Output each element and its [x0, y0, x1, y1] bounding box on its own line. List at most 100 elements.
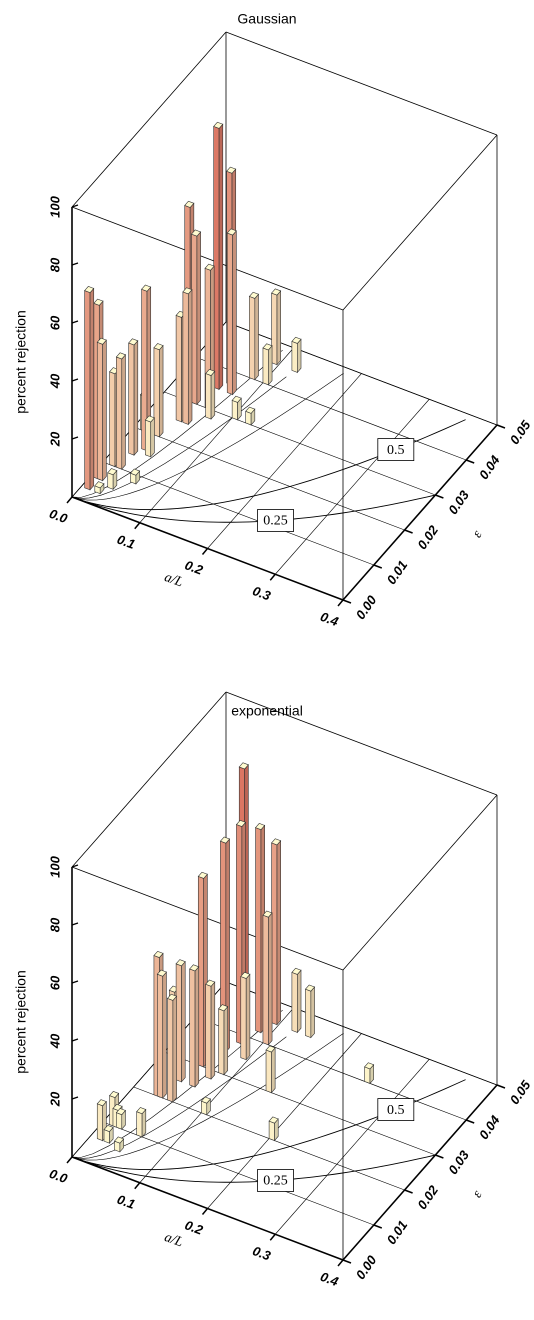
bar-top [200, 1096, 211, 1104]
bar [96, 337, 107, 482]
bar-front [136, 1111, 143, 1138]
x-tick-label: 0.0 [47, 1166, 70, 1187]
tick-mark [66, 496, 73, 504]
bar-side [276, 290, 281, 366]
bar-front [291, 971, 298, 1033]
z-tick-label: 100 [47, 855, 62, 877]
x-tick-label: 0.0 [47, 506, 70, 527]
box-edge [225, 31, 498, 136]
bar [130, 468, 141, 485]
y-tick-label: 0.01 [384, 1218, 411, 1247]
bar-top [128, 338, 139, 346]
bar-top [304, 984, 316, 992]
tick-mark [337, 599, 344, 607]
bar-top [271, 288, 282, 296]
bar-top [96, 337, 107, 345]
bar-top [238, 762, 249, 770]
bar-side [187, 288, 193, 426]
y-axis-label: ε [470, 1188, 486, 1201]
bar [156, 969, 167, 1099]
bar [218, 1004, 229, 1076]
x-axis-label: a/L [162, 570, 185, 591]
tick-mark [404, 1189, 413, 1194]
bar-side [159, 344, 164, 438]
tick-mark [71, 320, 79, 324]
bar [136, 1107, 147, 1138]
bar [268, 1116, 279, 1142]
tick-mark [201, 548, 209, 555]
y-tick-label: 0.03 [445, 487, 472, 517]
tick-mark [496, 424, 506, 429]
bar-side [141, 1108, 147, 1138]
y-tick-label: 0.00 [353, 592, 380, 622]
grid-line [102, 461, 374, 566]
bar [271, 288, 282, 366]
grid-line [102, 1121, 374, 1226]
tick-mark [269, 573, 276, 581]
z-axis-label: percent rejection [13, 970, 29, 1074]
tick-mark [342, 599, 352, 604]
y-tick-label: 0.04 [476, 1112, 503, 1142]
bar-side [210, 370, 216, 420]
contour-curve [71, 494, 436, 523]
bar-side [254, 293, 259, 381]
box-edge [71, 691, 227, 868]
bar-front [262, 347, 269, 386]
tick-mark [71, 1096, 79, 1100]
bar-top [144, 415, 155, 423]
bar-front [175, 963, 182, 1083]
bar-front [153, 347, 160, 438]
tick-mark [342, 1259, 352, 1264]
bar-top [240, 971, 251, 979]
bar [213, 121, 224, 391]
grid-line [207, 373, 362, 549]
bar [245, 406, 256, 426]
bar-front [189, 968, 196, 1088]
bar-side [102, 339, 107, 482]
bar-front [262, 914, 269, 1046]
z-tick-label: 60 [47, 315, 62, 330]
bar-front [364, 1066, 371, 1084]
z-tick-label: 20 [47, 1091, 62, 1107]
bar [271, 838, 282, 1026]
bar-top [226, 228, 237, 236]
bar-top [213, 121, 224, 129]
bar-top [197, 871, 208, 879]
bar [364, 1062, 375, 1085]
bar-side [210, 981, 216, 1080]
tick-mark [71, 922, 79, 926]
bar-front [116, 1112, 123, 1130]
bar-front [255, 827, 262, 1034]
bar-front [191, 233, 198, 405]
bar-front [167, 997, 174, 1103]
bar [304, 984, 316, 1039]
bar-top [226, 166, 237, 174]
tick-mark [66, 1156, 73, 1164]
bar-side [245, 973, 251, 1061]
bar-side [121, 354, 126, 471]
contour-label-box [257, 1169, 294, 1192]
bar-top [103, 1124, 114, 1132]
bar-top [255, 823, 266, 831]
bar-side [271, 1047, 276, 1094]
bar [219, 836, 231, 1053]
grid-line [195, 1016, 467, 1121]
y-tick-label: 0.02 [414, 522, 441, 552]
bar [262, 343, 273, 386]
axis-line [71, 1156, 344, 1261]
tick-mark [404, 529, 413, 534]
bar-side [297, 969, 302, 1034]
bar-top [262, 910, 273, 918]
x-axis-label: a/L [162, 1230, 185, 1251]
bar [153, 343, 164, 438]
bar-top [112, 1103, 123, 1111]
bar-top [265, 1045, 276, 1053]
bar-top [291, 967, 302, 975]
bar [107, 468, 118, 491]
contour-label: 0.5 [387, 443, 405, 458]
tick-mark [465, 1119, 475, 1124]
grid-line [133, 426, 405, 531]
tick-mark [201, 1208, 209, 1215]
